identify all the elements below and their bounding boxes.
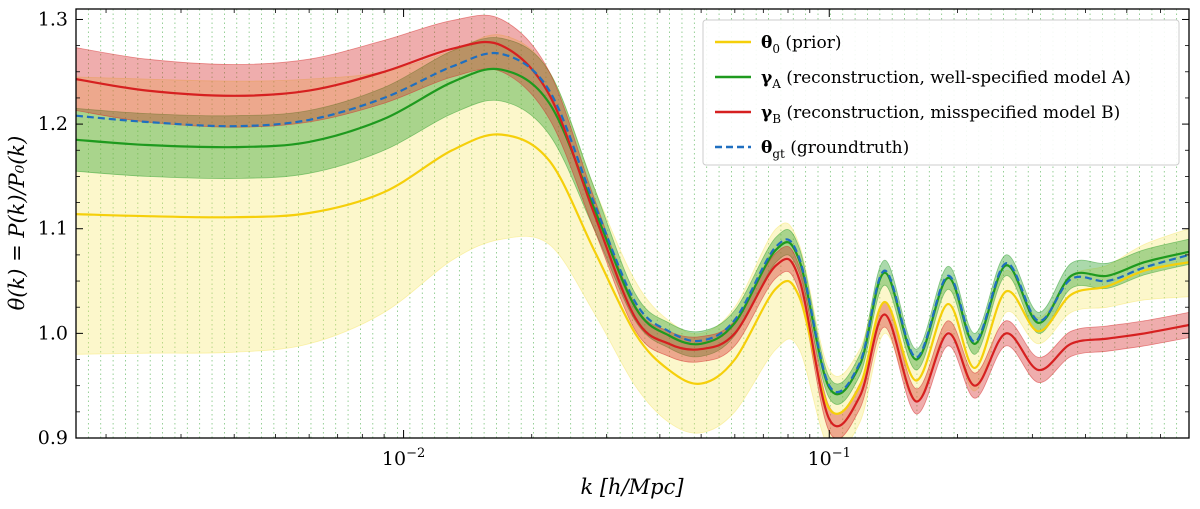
line-series-2 <box>76 40 1189 428</box>
y-tick-label: 1.0 <box>38 322 68 344</box>
legend-label: θ0 (prior) <box>761 33 841 56</box>
y-axis-title: θ(k) = P(k)/P₀(k) <box>5 136 29 311</box>
plot-frame <box>75 8 1190 439</box>
axis-ticks: 0.9 1.0 1.1 1.2 1.3 10−2 10−1 <box>38 8 1189 470</box>
line-series-0 <box>76 133 1189 415</box>
band-series-0 <box>76 34 1189 438</box>
legend-box <box>702 19 1180 166</box>
x-tick-label: 10−1 <box>808 446 851 470</box>
x-tick-label: 10−2 <box>382 446 425 470</box>
legend-label: θgt (groundtruth) <box>761 138 909 161</box>
y-tick-label: 1.3 <box>38 8 68 30</box>
line-series-3 <box>76 51 1189 394</box>
legend: θ0 (prior) γA (reconstruction, well-speci… <box>702 19 1180 166</box>
y-tick-label: 1.2 <box>38 113 68 135</box>
line-series-1 <box>76 67 1189 396</box>
y-tick-label: 1.1 <box>38 218 68 240</box>
x-axis-title: k [h/Mpc] <box>580 475 684 499</box>
y-tick-label: 0.9 <box>38 427 68 449</box>
series-lines <box>76 40 1189 428</box>
legend-label: γB (reconstruction, misspecified model B… <box>761 103 1120 126</box>
legend-label: γA (reconstruction, well-specified model… <box>761 68 1131 91</box>
